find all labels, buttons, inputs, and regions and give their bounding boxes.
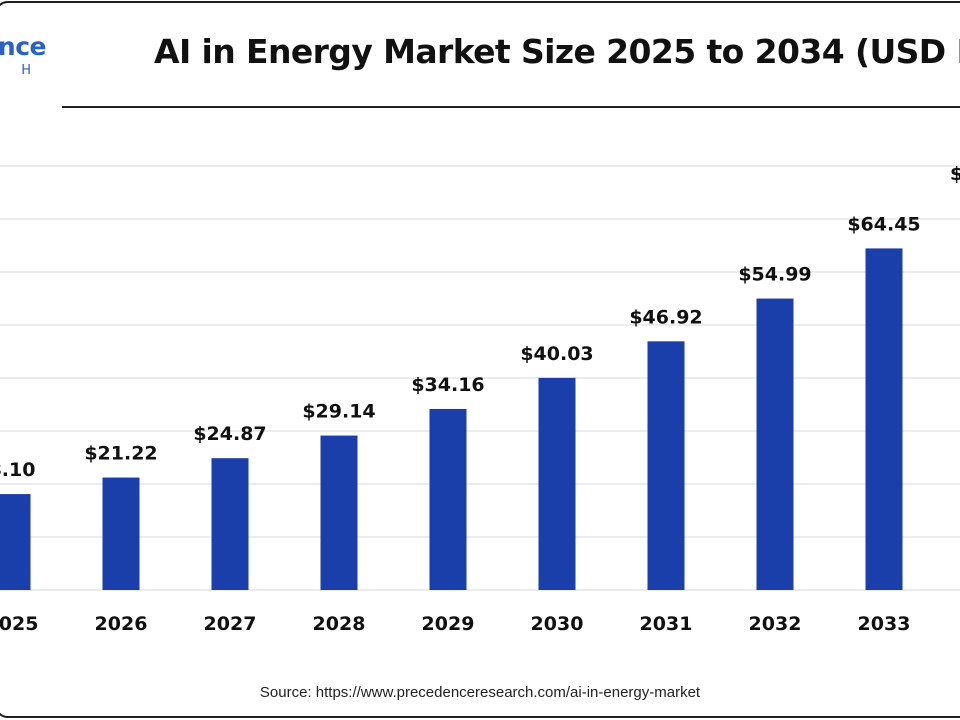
value-label: $54.99 <box>738 264 811 286</box>
logo-text-top: nce <box>0 32 47 61</box>
source-note: Source: https://www.precedenceresearch.c… <box>259 684 701 701</box>
bar <box>320 435 358 590</box>
bar <box>865 248 903 591</box>
value-label: $34.16 <box>411 374 484 396</box>
x-tick-label: 2026 <box>95 613 148 635</box>
x-tick-label: 2029 <box>422 613 475 635</box>
bar <box>756 298 794 590</box>
bar <box>429 408 467 590</box>
bar <box>647 341 685 590</box>
value-label: 8.10 <box>0 459 35 481</box>
value-label: $46.92 <box>629 306 702 328</box>
value-label: $40.03 <box>520 343 593 365</box>
logo-text-bottom: C H <box>0 63 40 78</box>
bar <box>538 377 576 590</box>
x-tick-label: 2027 <box>204 613 257 635</box>
x-tick-label: 2028 <box>313 613 366 635</box>
value-label: $24.87 <box>193 423 266 445</box>
bar <box>102 477 140 590</box>
bar <box>0 494 31 590</box>
bar-series <box>0 248 903 591</box>
x-axis-ticks: 2025 2026 2027 2028 2029 2030 2031 2032 2033 <box>0 613 910 635</box>
grid-lines <box>0 165 960 591</box>
x-tick-label: 2030 <box>531 613 584 635</box>
value-label: $21.22 <box>84 443 157 465</box>
x-tick-label: 2033 <box>858 613 911 635</box>
value-labels: 8.10 $21.22 $24.87 $29.14 $34.16 $40.03 $46.92… <box>0 163 960 481</box>
x-tick-label: 2025 <box>0 613 38 635</box>
value-label: $64.45 <box>847 213 920 235</box>
value-label: $29.14 <box>302 401 375 423</box>
brand-logo: nce C H <box>0 32 70 82</box>
x-tick-label: 2031 <box>640 613 693 635</box>
x-tick-label: 2032 <box>749 613 802 635</box>
value-label-partial: $ <box>950 163 960 185</box>
header-divider <box>62 106 960 108</box>
chart-title: AI in Energy Market Size 2025 to 2034 (U… <box>154 32 960 71</box>
bar <box>211 458 249 590</box>
